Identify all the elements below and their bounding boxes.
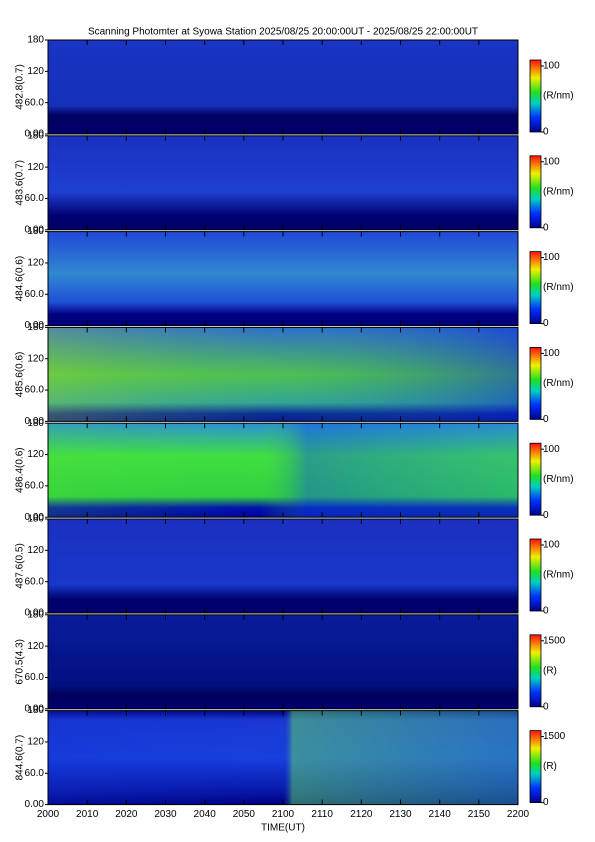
colorbar-tick-label: 0 xyxy=(543,222,549,233)
y-tick-label: 60.0 xyxy=(25,97,45,108)
colorbar-tick-label: 0 xyxy=(543,510,549,521)
y-axis-label: 484.6(0.6) xyxy=(15,256,26,302)
colorbar-label: (R/nm) xyxy=(543,378,574,389)
colorbar xyxy=(529,538,542,612)
colorbar-tick-label: 0 xyxy=(543,701,549,712)
y-tick-label: 60.0 xyxy=(25,672,45,683)
y-tick-label: 0.00 xyxy=(25,416,45,427)
x-tick-label: 2130 xyxy=(389,809,412,820)
y-tick-label: 0.00 xyxy=(25,512,45,523)
colorbar-tick-label: 100 xyxy=(543,156,560,167)
y-tick-label: 60.0 xyxy=(25,385,45,396)
colorbar xyxy=(529,251,542,325)
y-tick-label: 120 xyxy=(27,737,44,748)
colorbar-tick-label: 0 xyxy=(543,318,549,329)
y-tick-label: 0.00 xyxy=(25,320,45,331)
y-axis-label: 485.6(0.6) xyxy=(15,352,26,398)
x-tick-label: 2120 xyxy=(350,809,373,820)
x-tick-label: 2110 xyxy=(311,809,333,820)
keogram-overlay xyxy=(48,327,518,422)
colorbar xyxy=(529,442,542,516)
y-axis-label: 486.4(0.6) xyxy=(15,447,26,493)
y-tick-label: 180 xyxy=(27,418,44,429)
y-tick-label: 180 xyxy=(27,226,44,237)
x-tick-label: 2010 xyxy=(76,809,99,820)
chart-title: Scanning Photomter at Syowa Station 2025… xyxy=(88,27,478,38)
y-tick-label: 180 xyxy=(27,322,44,333)
y-axis-label: 487.6(0.5) xyxy=(15,543,26,589)
y-tick-label: 120 xyxy=(27,545,44,556)
keogram-image xyxy=(48,40,518,134)
x-tick-label: 2030 xyxy=(154,809,177,820)
y-tick-label: 0.00 xyxy=(25,224,45,235)
x-tick-label: 2150 xyxy=(468,809,491,820)
colorbar-tick-label: 1500 xyxy=(543,635,566,646)
y-tick-label: 60.0 xyxy=(25,768,45,779)
y-tick-label: 0.00 xyxy=(25,129,45,140)
colorbar-tick-label: 100 xyxy=(543,348,560,359)
colorbar-tick-label: 0 xyxy=(543,606,549,617)
keogram-image xyxy=(48,135,518,230)
y-tick-label: 120 xyxy=(27,449,44,460)
colorbar-tick-label: 0 xyxy=(543,127,549,138)
y-tick-label: 60.0 xyxy=(25,576,45,587)
colorbar xyxy=(529,346,542,420)
colorbar-label: (R) xyxy=(543,665,557,676)
colorbar xyxy=(529,59,542,133)
y-tick-label: 120 xyxy=(27,353,44,364)
y-axis-label: 844.6(0.7) xyxy=(15,735,26,781)
colorbar-tick-label: 0 xyxy=(543,414,549,425)
y-tick-label: 60.0 xyxy=(25,289,45,300)
keogram-overlay xyxy=(48,423,518,518)
y-tick-label: 120 xyxy=(27,66,44,77)
keogram-image xyxy=(48,231,518,326)
colorbar-label: (R/nm) xyxy=(543,91,574,102)
y-tick-label: 180 xyxy=(27,35,44,46)
colorbar-tick-label: 100 xyxy=(543,444,560,455)
y-tick-label: 120 xyxy=(27,258,44,269)
y-tick-label: 60.0 xyxy=(25,193,45,204)
y-tick-label: 180 xyxy=(27,705,44,716)
y-axis-label: 482.8(0.7) xyxy=(15,64,26,110)
x-tick-label: 2040 xyxy=(194,809,217,820)
colorbar xyxy=(529,730,542,803)
x-tick-label: 2200 xyxy=(507,809,530,820)
colorbar-label: (R/nm) xyxy=(543,186,574,197)
colorbar-label: (R/nm) xyxy=(543,282,574,293)
y-axis-label: 483.6(0.7) xyxy=(15,160,26,206)
x-tick-label: 2050 xyxy=(233,809,256,820)
x-tick-label: 2000 xyxy=(37,809,60,820)
keogram-image xyxy=(48,614,518,709)
x-tick-label: 2020 xyxy=(115,809,138,820)
colorbar-tick-label: 1500 xyxy=(543,731,566,742)
y-tick-label: 120 xyxy=(27,641,44,652)
y-tick-label: 0.00 xyxy=(25,703,45,714)
colorbar-tick-label: 100 xyxy=(543,540,560,551)
keogram-overlay xyxy=(48,710,518,805)
colorbar-label: (R/nm) xyxy=(543,570,574,581)
colorbar-label: (R) xyxy=(543,761,557,772)
y-tick-label: 180 xyxy=(27,609,44,620)
x-tick-label: 2100 xyxy=(272,809,295,820)
y-tick-label: 120 xyxy=(27,162,44,173)
colorbar-tick-label: 100 xyxy=(543,61,560,72)
y-tick-label: 180 xyxy=(27,514,44,525)
y-tick-label: 60.0 xyxy=(25,481,45,492)
y-tick-label: 180 xyxy=(27,130,44,141)
x-axis-label: TIME(UT) xyxy=(261,823,305,834)
colorbar xyxy=(529,155,542,229)
y-tick-label: 0.00 xyxy=(25,799,45,810)
y-axis-label: 670.5(4.3) xyxy=(15,639,26,685)
x-tick-label: 2140 xyxy=(429,809,452,820)
colorbar-tick-label: 0 xyxy=(543,797,549,808)
colorbar xyxy=(529,634,542,708)
colorbar-label: (R/nm) xyxy=(543,474,574,485)
colorbar-tick-label: 100 xyxy=(543,252,560,263)
keogram-image xyxy=(48,519,518,613)
y-tick-label: 0.00 xyxy=(25,608,45,619)
